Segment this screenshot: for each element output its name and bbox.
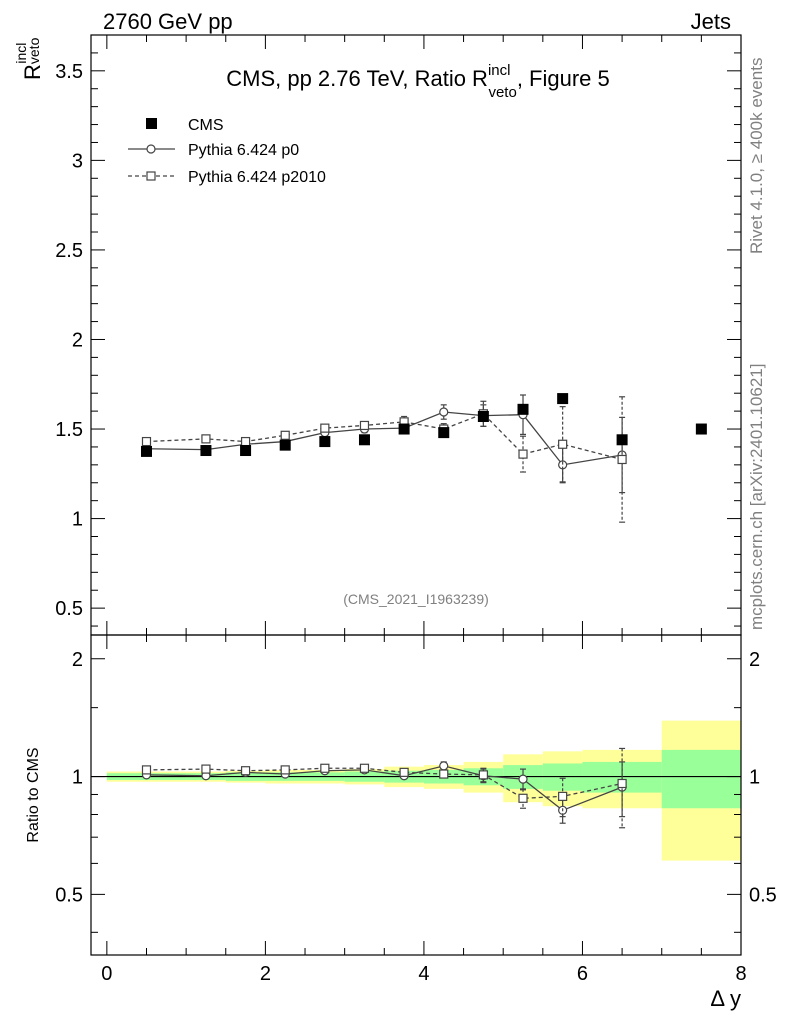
ratio-p2010-point: [359, 763, 370, 773]
cms-data-point: [398, 423, 410, 435]
cms-data-point: [557, 393, 569, 405]
cms-data-point: [200, 445, 212, 457]
xtick-label: 6: [577, 963, 588, 985]
main-ylabel: Rvetoincl: [13, 37, 45, 80]
ratio-ytick-label-right: 1: [749, 767, 760, 789]
ratio-p2010-point: [439, 769, 449, 779]
cms-data-point: [438, 427, 450, 439]
legend-marker-cms: [146, 118, 157, 129]
ratio-p2010-point: [558, 791, 568, 801]
main-p0-line: [146, 411, 623, 466]
xtick-label: 0: [101, 963, 112, 985]
xtick-label: 4: [418, 963, 429, 985]
header-left-label: 2760 GeV pp: [103, 9, 233, 34]
legend-marker-p2010: [146, 171, 156, 181]
band-green: [661, 749, 741, 809]
main-p2010-point: [201, 434, 211, 444]
ratio-p2010-point: [240, 766, 251, 776]
main-ytick-label: 3.5: [55, 61, 83, 83]
legend-label-p2010: Pythia 6.424 p2010: [188, 169, 326, 186]
main-title-sup: incl: [488, 62, 511, 79]
ratio-p0-point: [518, 774, 528, 784]
ratio-bands: [91, 720, 741, 861]
ratio-p2010-point: [518, 793, 528, 803]
main-p2010-point: [320, 423, 330, 433]
main-ytick-label: 3: [72, 150, 83, 172]
main-p2010-point: [280, 430, 290, 440]
cms-data-point: [695, 423, 707, 435]
ratio-ytick-label: 0.5: [55, 884, 83, 906]
cms-data-point: [319, 436, 331, 448]
legend-label-p0: Pythia 6.424 p0: [188, 142, 299, 159]
cms-data-point: [616, 434, 628, 446]
main-p0-point: [439, 407, 449, 417]
ratio-p2010-point: [478, 770, 488, 780]
main-ylabel-sup: incl: [13, 43, 29, 64]
ratio-p2010-point: [201, 764, 211, 774]
ratio-p2010-line: [146, 767, 623, 799]
ratio-ylabel: Ratio to CMS: [25, 747, 42, 842]
main-p2010-point: [558, 439, 568, 449]
side-label-bottom: mcplots.cern.ch [arXiv:2401.10621]: [747, 364, 766, 630]
legend-label-cms: CMS: [188, 117, 224, 134]
main-axes: 0.5 1 1.5 2 2.5 3 3.5: [55, 35, 742, 635]
main-ytick-label: 0.5: [55, 598, 83, 620]
ratio-series: [141, 747, 627, 829]
main-p2010-point: [617, 454, 627, 465]
main-title-sub: veto: [488, 84, 516, 101]
xtick-label: 2: [260, 963, 271, 985]
main-ytick-label: 2.5: [55, 240, 83, 262]
cms-data-point: [477, 410, 489, 422]
main-ytick-label: 1.5: [55, 419, 83, 441]
legend: CMS Pythia 6.424 p0 Pythia 6.424 p2010: [128, 117, 326, 186]
watermark: (CMS_2021_I1963239): [343, 591, 489, 607]
ratio-ytick-label-right: 0.5: [749, 884, 777, 906]
main-p2010-point: [359, 420, 370, 431]
ratio-ytick-label-right: 2: [749, 649, 760, 671]
ratio-p2010-point: [399, 767, 409, 777]
ratio-p0-line: [146, 765, 623, 812]
main-p2010-point: [141, 436, 152, 447]
main-title: CMS, pp 2.76 TeV, Ratio Rincl veto, Figur…: [226, 62, 610, 101]
main-ytick-label: 2: [72, 329, 83, 351]
ratio-ytick-label: 2: [72, 649, 83, 671]
xtick-label: 8: [735, 963, 746, 985]
main-p2010-point: [240, 436, 251, 447]
cms-data-point: [358, 434, 370, 446]
side-label-top: Rivet 4.1.0, ≥ 400k events: [747, 58, 766, 254]
ratio-xlabel: Δ y: [710, 986, 741, 1011]
main-ylabel-text: R: [20, 64, 45, 80]
main-title-suffix: , Figure 5: [517, 66, 610, 91]
main-p2010-point: [518, 449, 528, 459]
legend-marker-p0: [146, 144, 156, 154]
ratio-p2010-point: [320, 763, 330, 773]
ratio-frame: [90, 634, 742, 956]
ratio-ytick-label: 1: [72, 767, 83, 789]
cms-data-point: [517, 403, 529, 415]
cms-data-point: [240, 445, 252, 457]
header-right-label: Jets: [691, 9, 731, 34]
main-ylabel-sub: veto: [26, 37, 42, 64]
cms-data-point: [279, 439, 291, 451]
main-title-text: CMS, pp 2.76 TeV, Ratio R: [226, 66, 488, 91]
ratio-p2010-point: [617, 778, 627, 789]
main-ytick-label: 1: [72, 509, 83, 531]
main-series: [140, 393, 707, 523]
svg-text:Rvetoincl: Rvetoincl: [13, 37, 45, 80]
ratio-p2010-point: [280, 765, 290, 775]
ratio-axes: 0.5 0.5 1 1 2 2 0 2 4 6 8: [55, 635, 777, 985]
main-p2010-line: [146, 413, 623, 461]
ratio-p2010-point: [141, 765, 152, 775]
ratio-p0-point: [439, 761, 449, 771]
cms-data-point: [140, 445, 152, 457]
